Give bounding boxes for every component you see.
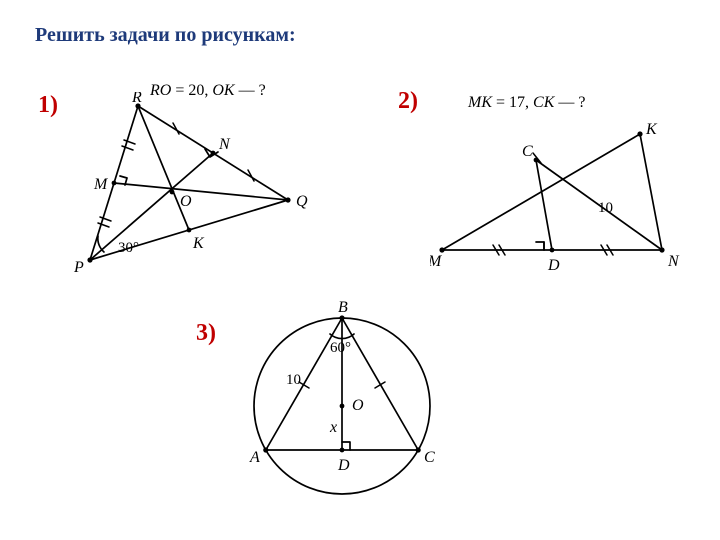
svg-text:P: P [73,259,84,276]
svg-text:D: D [337,457,350,474]
svg-text:K: K [645,121,658,138]
svg-text:N: N [667,253,680,270]
problem-1-angle: 30° [118,240,139,256]
problem-1-diagram: P R Q M N K O 30° [70,92,330,292]
problem-3-diagram: A B C D O 60° 10 x [232,296,452,516]
problem-2-number: 2) [398,88,418,115]
problem-3-x: x [329,419,337,436]
problem-3-angle: 60° [330,340,351,356]
problem-3-len: 10 [286,372,301,388]
svg-text:M: M [430,253,443,270]
page-title: Решить задачи по рисункам: [35,24,296,47]
svg-text:N: N [218,136,231,153]
problem-2-given: MK = 17, CK — ? [468,94,585,112]
svg-text:B: B [338,299,348,316]
svg-text:A: A [249,449,260,466]
svg-text:D: D [547,257,560,274]
svg-text:C: C [522,143,533,160]
svg-text:O: O [180,193,192,210]
svg-text:Q: Q [296,193,308,210]
problem-2-side: 10 [598,200,613,216]
problem-3-number: 3) [196,320,216,347]
svg-text:K: K [192,235,205,252]
svg-text:C: C [424,449,435,466]
problem-1-number: 1) [38,92,58,119]
svg-text:O: O [352,397,364,414]
problem-2-diagram: M N K C D 10 [430,120,690,290]
svg-text:R: R [131,92,142,106]
svg-text:M: M [93,176,109,193]
